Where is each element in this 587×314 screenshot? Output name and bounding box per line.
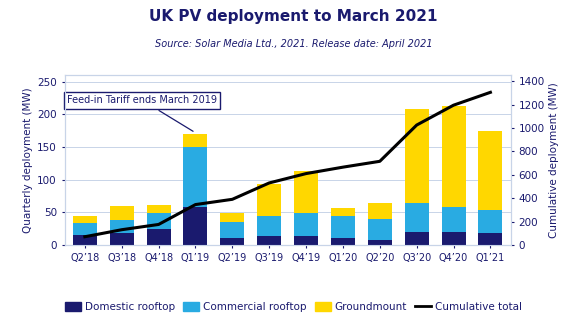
Bar bbox=[147, 205, 171, 213]
Bar bbox=[478, 131, 502, 210]
Bar bbox=[220, 213, 244, 222]
Bar bbox=[73, 235, 97, 245]
Bar bbox=[441, 207, 465, 232]
Bar bbox=[147, 213, 171, 229]
Bar bbox=[257, 236, 281, 245]
Bar bbox=[220, 222, 244, 238]
Bar bbox=[368, 219, 392, 240]
Bar bbox=[404, 109, 429, 203]
Bar bbox=[73, 223, 97, 235]
Bar bbox=[368, 203, 392, 219]
Bar bbox=[478, 210, 502, 233]
Bar bbox=[404, 203, 429, 232]
Bar bbox=[331, 216, 355, 238]
Bar bbox=[478, 233, 502, 245]
Text: Source: Solar Media Ltd., 2021. Release date: April 2021: Source: Solar Media Ltd., 2021. Release … bbox=[155, 39, 432, 49]
Legend: Domestic rooftop, Commercial rooftop, Groundmount, Cumulative total: Domestic rooftop, Commercial rooftop, Gr… bbox=[61, 298, 527, 314]
Bar bbox=[184, 134, 207, 147]
Bar bbox=[220, 238, 244, 245]
Bar bbox=[257, 184, 281, 216]
Bar bbox=[331, 238, 355, 245]
Text: Feed-in Tariff ends March 2019: Feed-in Tariff ends March 2019 bbox=[67, 95, 217, 131]
Y-axis label: Cumulative deployment (MW): Cumulative deployment (MW) bbox=[549, 82, 559, 238]
Bar bbox=[257, 216, 281, 236]
Bar bbox=[110, 233, 134, 245]
Y-axis label: Quarterly deployment (MW): Quarterly deployment (MW) bbox=[23, 87, 33, 233]
Bar bbox=[73, 216, 97, 223]
Bar bbox=[110, 220, 134, 233]
Bar bbox=[294, 171, 318, 213]
Bar bbox=[441, 232, 465, 245]
Text: UK PV deployment to March 2021: UK PV deployment to March 2021 bbox=[149, 9, 438, 24]
Bar bbox=[404, 232, 429, 245]
Bar bbox=[147, 229, 171, 245]
Bar bbox=[368, 240, 392, 245]
Bar bbox=[331, 208, 355, 216]
Bar bbox=[184, 147, 207, 207]
Bar bbox=[294, 236, 318, 245]
Bar bbox=[184, 207, 207, 245]
Bar bbox=[110, 206, 134, 220]
Bar bbox=[294, 213, 318, 236]
Bar bbox=[441, 106, 465, 207]
